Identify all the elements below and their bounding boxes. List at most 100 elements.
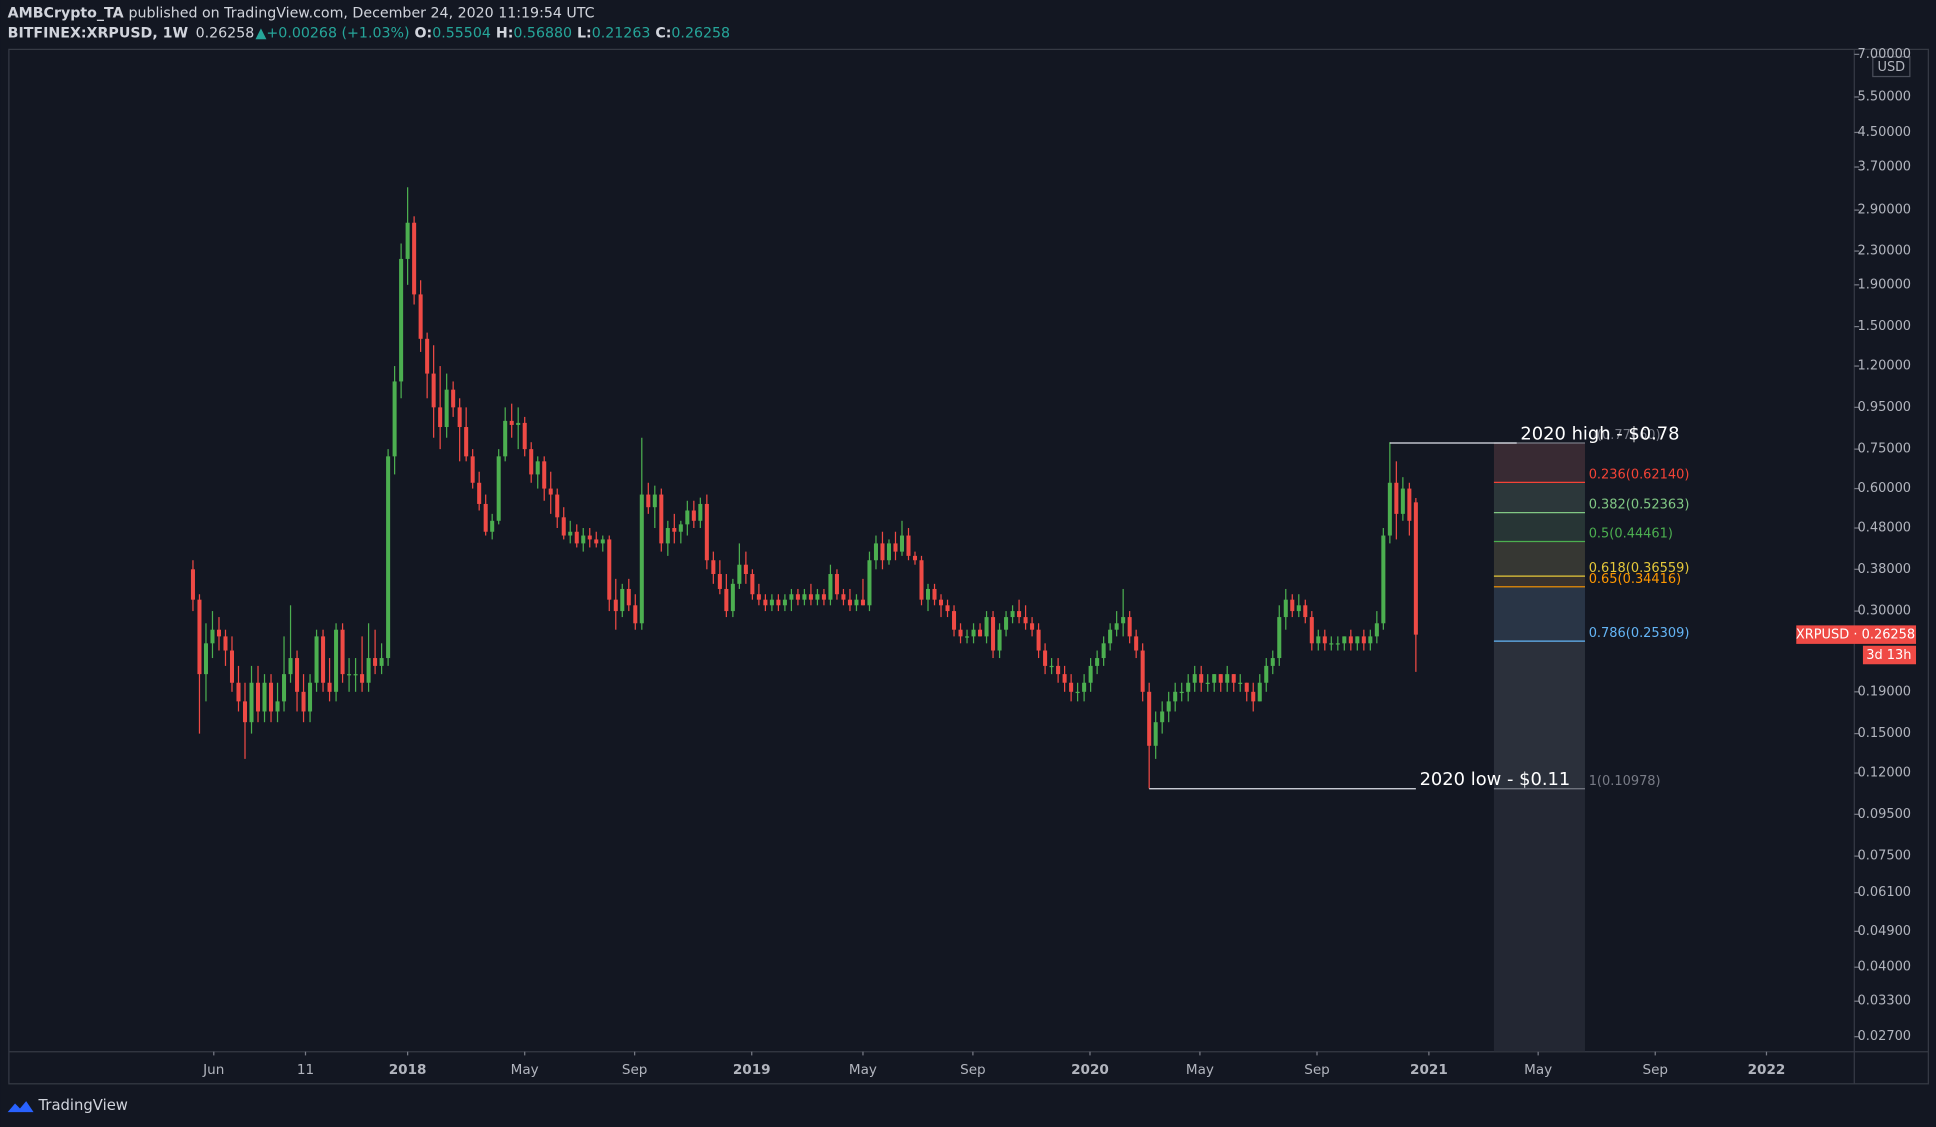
candle-body xyxy=(1348,636,1353,644)
candle-body xyxy=(548,488,553,495)
candle-body xyxy=(1212,674,1217,683)
h-value: 0.56880 xyxy=(513,25,572,41)
candle-body xyxy=(503,420,508,457)
candle-body xyxy=(685,510,690,525)
currency: USD xyxy=(1877,60,1905,75)
candle-body xyxy=(678,524,683,532)
candle-body xyxy=(1231,674,1236,683)
candle-body xyxy=(659,494,664,544)
h-label: H: xyxy=(496,25,514,41)
candle-body xyxy=(717,574,722,589)
candle-body xyxy=(958,629,963,637)
candle-body xyxy=(386,456,391,659)
price-tag: XRPUSD · 0.26258 xyxy=(1796,628,1915,643)
candle-body xyxy=(1342,636,1347,644)
y-tick-label: 1.20000 xyxy=(1857,359,1911,374)
change: +0.00268 (+1.03%) xyxy=(266,25,409,41)
candle-body xyxy=(789,594,794,600)
candle-body xyxy=(262,682,267,712)
candle-body xyxy=(1017,611,1022,618)
y-tick-label: 2.90000 xyxy=(1857,203,1911,218)
candle-body xyxy=(763,599,768,606)
candle-body xyxy=(620,588,625,612)
candle-body xyxy=(691,510,696,521)
y-tick-label: 0.38000 xyxy=(1857,562,1911,577)
price-tag-box xyxy=(1796,625,1917,644)
candle-body xyxy=(314,636,319,683)
arrow: ▲ xyxy=(256,25,267,41)
candle-body xyxy=(275,701,280,712)
candle-body xyxy=(860,599,865,606)
candle-body xyxy=(1251,691,1256,702)
candle-body xyxy=(867,560,872,606)
y-tick-label: 0.04900 xyxy=(1857,924,1911,939)
fib-label: 0.382(0.52363) xyxy=(1589,498,1690,513)
candle-body xyxy=(1010,611,1015,618)
candle-body xyxy=(971,629,976,637)
logo-icon xyxy=(7,1101,34,1113)
candle-body xyxy=(327,682,332,692)
candle-body xyxy=(1394,482,1399,514)
countdown-box xyxy=(1862,645,1917,665)
y-tick-label: 0.09500 xyxy=(1857,807,1911,822)
symbol: BITFINEX:XRPUSD, 1W xyxy=(8,25,189,41)
candle-body xyxy=(847,599,852,606)
y-tick-label: 4.50000 xyxy=(1857,125,1911,140)
countdown: 3d 13h xyxy=(1866,648,1911,663)
candle-body xyxy=(373,658,378,666)
candle-body xyxy=(639,494,644,624)
candle-body xyxy=(1368,636,1373,644)
candle-body xyxy=(1355,636,1360,644)
candle-body xyxy=(1056,665,1061,675)
candle-body xyxy=(1329,643,1334,645)
y-tick-label: 2.30000 xyxy=(1857,244,1911,259)
candle-body xyxy=(483,503,488,532)
candle-body xyxy=(542,461,547,489)
candle-body xyxy=(223,636,228,651)
candle-body xyxy=(282,674,287,702)
y-tick-label: 5.50000 xyxy=(1857,89,1911,104)
candle-body xyxy=(737,564,742,584)
candle-body xyxy=(1387,482,1392,536)
fib-background xyxy=(1493,442,1585,1052)
candle-body xyxy=(438,407,443,428)
candle-body xyxy=(795,594,800,600)
fib-zone xyxy=(1493,576,1585,587)
x-tick-label: Sep xyxy=(1304,1062,1330,1078)
candle-body xyxy=(626,588,631,606)
candle-body xyxy=(1101,643,1106,659)
candle-body xyxy=(1095,658,1100,666)
branding: TradingView xyxy=(38,1097,128,1114)
fib-label: 1(0.10978) xyxy=(1589,774,1661,789)
candle-body xyxy=(1257,682,1262,702)
header-line-2: BITFINEX:XRPUSD, 1W 0.26258▲+0.00268 (+1.… xyxy=(8,25,730,41)
candle-body xyxy=(743,564,748,575)
fib-zone xyxy=(1493,442,1585,483)
candle-body xyxy=(236,682,241,702)
candle-body xyxy=(301,691,306,712)
annotation-text: 2020 low - $0.11 xyxy=(1420,769,1571,790)
candle-body xyxy=(906,535,911,556)
candle-body xyxy=(529,449,534,475)
candle-body xyxy=(574,531,579,544)
candle-body xyxy=(509,420,514,425)
candle-body xyxy=(991,617,996,651)
candle-body xyxy=(802,594,807,600)
candle-body xyxy=(1205,682,1210,684)
candle-body xyxy=(1264,665,1269,683)
candle-body xyxy=(190,569,195,600)
candle-body xyxy=(672,528,677,532)
candle-body xyxy=(1147,691,1152,746)
candle-body xyxy=(932,588,937,600)
candle-body xyxy=(730,583,735,612)
candle-body xyxy=(581,535,586,544)
candle-body xyxy=(1218,674,1223,683)
candle-body xyxy=(1277,617,1282,659)
fib-label: 0.786(0.25309) xyxy=(1589,626,1690,641)
candle-body xyxy=(477,482,482,504)
candle-body xyxy=(347,674,352,676)
candle-body xyxy=(1043,650,1048,666)
published: published on TradingView.com, December 2… xyxy=(128,6,594,22)
candle-body xyxy=(340,629,345,675)
y-tick-label: 0.19000 xyxy=(1857,684,1911,699)
